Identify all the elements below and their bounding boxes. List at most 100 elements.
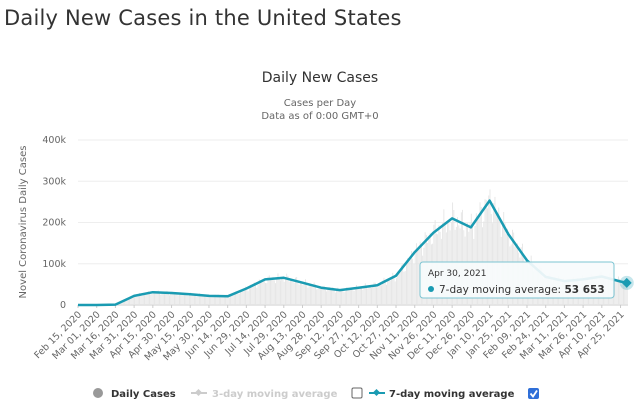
daily-cases-bar	[223, 297, 225, 305]
daily-cases-bar	[266, 283, 268, 305]
daily-cases-bar	[323, 285, 325, 305]
daily-cases-bar	[397, 271, 399, 305]
daily-cases-bar	[212, 295, 214, 305]
daily-cases-bar	[180, 292, 182, 305]
daily-cases-bar	[392, 272, 394, 305]
daily-cases-bar	[248, 287, 250, 305]
daily-cases-bar	[172, 292, 174, 305]
daily-cases-bar	[362, 289, 364, 305]
legend-diamond-icon	[372, 388, 381, 397]
daily-cases-bar	[387, 280, 389, 305]
daily-cases-bar	[620, 284, 622, 305]
checkbox-7-day-average[interactable]	[528, 388, 539, 399]
hover-point-marker[interactable]	[621, 277, 632, 288]
daily-cases-bar	[271, 279, 273, 305]
daily-cases-bar	[152, 291, 154, 305]
legend-label-daily-cases: Daily Cases	[111, 389, 176, 400]
daily-cases-bar	[222, 296, 224, 305]
daily-cases-bar	[407, 257, 409, 305]
daily-cases-bar	[122, 301, 124, 305]
legend-item-3-day-average[interactable]: 3-day moving average	[191, 388, 338, 400]
daily-cases-bar	[156, 290, 158, 305]
daily-cases-bar	[403, 271, 405, 305]
y-axis-title: Novel Coronavirus Daily Cases	[18, 146, 29, 299]
daily-cases-bar	[359, 286, 361, 305]
daily-cases-bar	[285, 279, 286, 305]
daily-cases-bar	[220, 297, 222, 305]
daily-cases-bar	[217, 294, 219, 305]
daily-cases-bar	[488, 195, 490, 305]
daily-cases-bar	[251, 286, 253, 305]
daily-cases-bar	[503, 212, 505, 305]
daily-cases-bar	[166, 290, 168, 305]
daily-cases-bar	[297, 282, 299, 305]
daily-cases-bar	[137, 294, 139, 305]
daily-cases-bar	[396, 278, 397, 305]
daily-cases-bar	[197, 295, 199, 305]
daily-cases-bar	[203, 295, 205, 305]
daily-cases-bar	[161, 292, 163, 305]
daily-cases-bar	[232, 294, 234, 305]
daily-cases-bar	[333, 289, 335, 305]
checkmark-icon	[529, 390, 538, 399]
daily-cases-bar	[349, 288, 351, 305]
daily-cases-bar	[356, 284, 357, 305]
daily-cases-bar	[619, 278, 621, 305]
daily-cases-bar	[413, 263, 415, 305]
daily-cases-bar	[164, 293, 165, 305]
daily-cases-bar	[367, 288, 369, 305]
daily-cases-bar	[195, 295, 197, 305]
daily-cases-bar	[402, 264, 404, 305]
daily-cases-bar	[485, 199, 487, 305]
legend-item-daily-cases[interactable]: Daily Cases	[93, 388, 176, 400]
daily-cases-bar	[311, 286, 313, 305]
daily-cases-bar	[314, 284, 316, 305]
daily-cases-bar	[398, 272, 400, 305]
daily-cases-bar	[489, 189, 491, 305]
daily-cases-bar	[176, 292, 178, 305]
daily-cases-bar	[146, 293, 148, 305]
daily-cases-bar	[357, 287, 359, 305]
daily-cases-bar	[121, 301, 123, 305]
daily-cases-bar	[470, 213, 472, 305]
daily-cases-bar	[307, 287, 309, 305]
daily-cases-bar	[181, 292, 183, 305]
daily-cases-bar	[218, 296, 220, 305]
daily-cases-bar	[298, 284, 300, 305]
tooltip-value: 53 653	[564, 284, 604, 296]
tooltip-date: Apr 30, 2021	[428, 269, 487, 279]
daily-cases-bar	[460, 212, 462, 305]
daily-cases-bar	[341, 288, 343, 305]
daily-cases-bar	[287, 275, 289, 305]
daily-cases-bar	[262, 279, 264, 305]
daily-cases-bar	[317, 288, 319, 305]
daily-cases-bar	[373, 282, 375, 305]
daily-cases-bar	[283, 281, 285, 305]
daily-cases-bar	[227, 295, 229, 305]
daily-cases-bar	[149, 291, 150, 305]
daily-cases-bar	[293, 282, 295, 305]
chart-subtitle-1: Cases per Day	[284, 98, 356, 109]
daily-cases-bar	[348, 289, 350, 305]
daily-cases-bar	[479, 202, 481, 305]
daily-cases-bar	[288, 281, 290, 305]
daily-cases-bar	[250, 284, 251, 305]
daily-cases-bar	[369, 285, 371, 305]
daily-cases-bar	[241, 289, 243, 305]
daily-cases-bar	[134, 295, 135, 305]
daily-cases-bar	[497, 214, 498, 305]
legend-item-7-day-average[interactable]: 7-day moving average	[369, 388, 515, 400]
daily-cases-bar	[270, 279, 271, 305]
daily-cases-bar	[247, 291, 249, 305]
daily-cases-bar	[252, 285, 254, 305]
daily-cases-bar	[366, 285, 367, 305]
tooltip-label: 7-day moving average:	[439, 284, 561, 296]
daily-cases-bar	[258, 279, 260, 305]
daily-cases-bar	[393, 275, 395, 305]
checkbox-3-day-average[interactable]	[351, 387, 363, 399]
daily-cases-bar	[418, 249, 420, 305]
y-tick-label: 400k	[42, 135, 66, 146]
daily-cases-bar	[246, 289, 248, 305]
daily-cases-bar	[242, 290, 244, 305]
daily-cases-bar	[615, 282, 617, 305]
